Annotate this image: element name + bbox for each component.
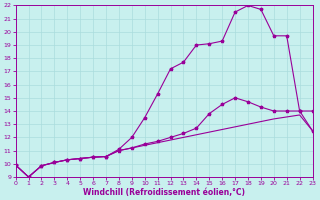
X-axis label: Windchill (Refroidissement éolien,°C): Windchill (Refroidissement éolien,°C) (83, 188, 245, 197)
